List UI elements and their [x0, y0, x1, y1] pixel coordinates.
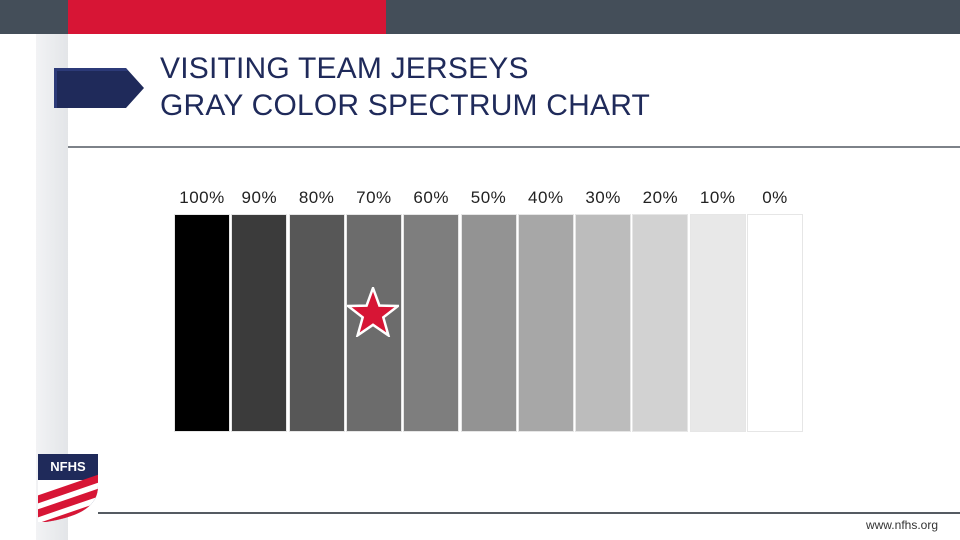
spectrum-labels: 100% 90% 80% 70% 60% 50% 40% 30% 20% 10%…: [0, 188, 960, 214]
gray-swatch: [575, 214, 632, 432]
title-divider: [68, 146, 960, 148]
footer-url: www.nfhs.org: [865, 518, 938, 532]
spectrum-label: 10%: [699, 188, 736, 207]
footer-divider: [98, 512, 960, 514]
spectrum-label: 100%: [179, 188, 225, 207]
gray-swatch: [345, 214, 402, 432]
top-bar-accent: [68, 0, 386, 34]
spectrum-label: 50%: [470, 188, 507, 207]
star-icon: [347, 287, 399, 337]
spectrum-label: 20%: [642, 188, 679, 207]
logo-text: NFHS: [50, 459, 86, 474]
gray-swatch: [517, 214, 574, 432]
spectrum-label: 40%: [528, 188, 564, 207]
gray-spectrum: [174, 214, 804, 432]
gray-swatch: [403, 214, 460, 432]
gray-swatch: [231, 214, 288, 432]
spectrum-label: 90%: [241, 188, 278, 207]
gray-swatch: [460, 214, 517, 432]
gray-swatch: [288, 214, 345, 432]
nfhs-shield-logo: NFHS: [38, 454, 98, 522]
spectrum-label: 70%: [356, 188, 392, 207]
spectrum-label: 0%: [762, 188, 788, 207]
gray-swatch: [632, 214, 689, 432]
gray-swatch: [174, 214, 230, 432]
page-title: VISITING TEAM JERSEYS GRAY COLOR SPECTRU…: [160, 50, 650, 124]
title-line-2: GRAY COLOR SPECTRUM CHART: [160, 89, 651, 122]
gray-swatch: [747, 214, 803, 432]
title-line-1: VISITING TEAM JERSEYS: [160, 52, 529, 85]
spectrum-label: 30%: [585, 188, 621, 207]
spectrum-label: 80%: [298, 188, 335, 207]
spectrum-label: 60%: [413, 188, 449, 207]
flag-arrow-icon: [54, 68, 144, 108]
gray-swatch: [689, 214, 746, 432]
